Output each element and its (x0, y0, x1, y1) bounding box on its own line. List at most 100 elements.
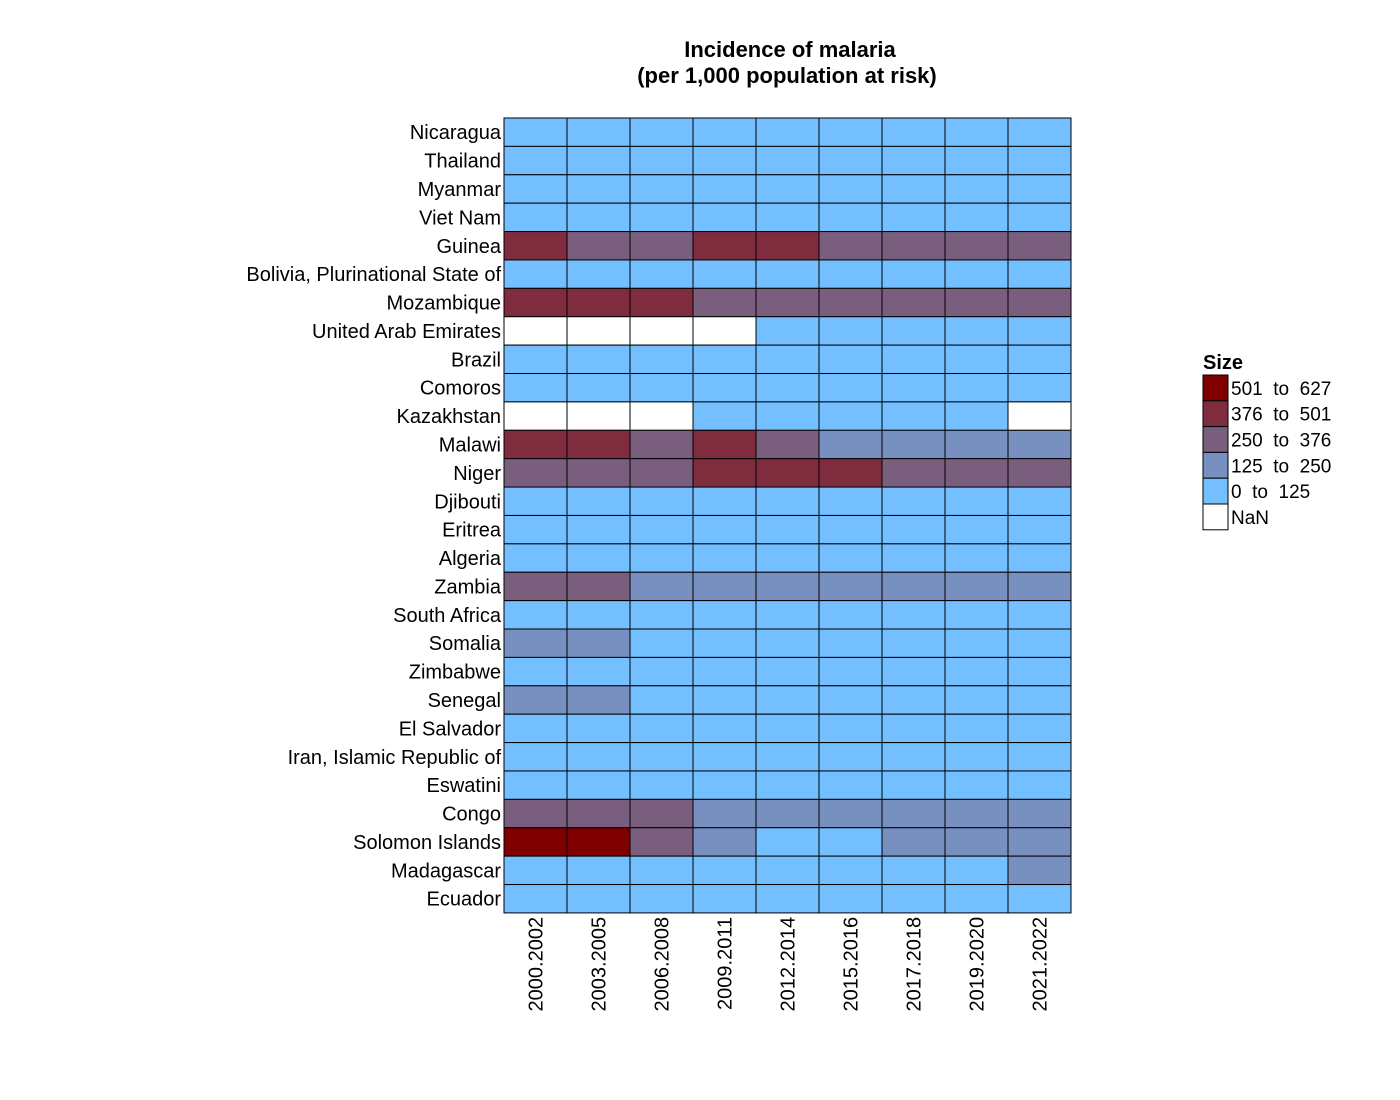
heatmap-cell (881, 344, 946, 375)
heatmap-cell (566, 344, 631, 375)
heatmap-cell (755, 742, 820, 772)
heatmap-cell (755, 429, 820, 460)
heatmap-cell (755, 713, 820, 744)
heatmap-cell (818, 174, 883, 204)
heatmap-cell (503, 742, 568, 772)
heatmap-cell (881, 600, 946, 630)
heatmap-cell (503, 571, 568, 602)
heatmap-cell (1007, 798, 1072, 829)
heatmap-cell (755, 316, 820, 346)
heatmap-cell (1007, 571, 1072, 602)
heatmap-cell (566, 259, 631, 289)
heatmap-cell (944, 401, 1009, 431)
heatmap-cell (755, 231, 820, 261)
column-label: 2021.2022 (1030, 917, 1052, 1012)
heatmap-cell (944, 656, 1009, 687)
row-label: Bolivia, Plurinational State of (246, 264, 501, 286)
heatmap-cell (881, 316, 946, 346)
heatmap-cell (818, 600, 883, 630)
heatmap-cell (566, 742, 631, 772)
heatmap-cell (1007, 514, 1072, 545)
row-label: Nicaragua (410, 122, 502, 144)
row-label: Congo (442, 804, 501, 826)
heatmap-cell (629, 145, 694, 176)
heatmap-cell (944, 287, 1009, 318)
heatmap-cell (566, 656, 631, 687)
heatmap-cell (692, 600, 757, 630)
heatmap-cell (692, 656, 757, 687)
heatmap-cell (944, 798, 1009, 829)
heatmap-cell (881, 571, 946, 602)
heatmap-cell (1007, 373, 1072, 403)
heatmap-cell (629, 259, 694, 289)
heatmap-cell (1007, 486, 1072, 516)
legend-label: 376 to 501 (1231, 405, 1331, 426)
heatmap-cell (818, 429, 883, 460)
row-label: Solomon Islands (353, 832, 501, 854)
heatmap-cell (818, 344, 883, 375)
row-label: Senegal (428, 690, 501, 712)
heatmap-cell (944, 259, 1009, 289)
heatmap-cell (755, 344, 820, 375)
heatmap-cell (818, 401, 883, 431)
row-label: Zambia (434, 576, 502, 598)
heatmap-cell (503, 884, 568, 914)
heatmap-cell (629, 117, 694, 147)
legend-swatch (1202, 503, 1229, 531)
heatmap-cell (566, 458, 631, 488)
heatmap-cell (881, 486, 946, 516)
legend-label: 501 to 627 (1231, 379, 1331, 400)
heatmap-cell (629, 287, 694, 318)
heatmap-cell (566, 571, 631, 602)
heatmap-cell (818, 884, 883, 914)
heatmap-cell (755, 514, 820, 545)
heatmap-cell (629, 543, 694, 573)
heatmap-cell (881, 259, 946, 289)
heatmap-cell (818, 827, 883, 857)
heatmap-cell (1007, 231, 1072, 261)
heatmap-cell (1007, 259, 1072, 289)
heatmap-cell (692, 884, 757, 914)
heatmap-cell (881, 884, 946, 914)
heatmap-cell (944, 202, 1009, 233)
heatmap-cell (629, 202, 694, 233)
legend-title: Size (1203, 352, 1243, 374)
heatmap-cell (818, 287, 883, 318)
heatmap-cell (881, 145, 946, 176)
heatmap-cell (818, 855, 883, 886)
row-label: Myanmar (418, 179, 502, 201)
heatmap-cell (818, 316, 883, 346)
heatmap-cell (944, 145, 1009, 176)
heatmap-cell (566, 543, 631, 573)
heatmap-cell (503, 145, 568, 176)
heatmap-cell (755, 628, 820, 658)
heatmap-cell (944, 514, 1009, 545)
heatmap-cell (692, 571, 757, 602)
heatmap-cell (692, 827, 757, 857)
column-label: 2017.2018 (904, 917, 926, 1012)
heatmap-cell (692, 855, 757, 886)
heatmap-cell (629, 231, 694, 261)
heatmap-cell (692, 145, 757, 176)
heatmap-cell (692, 287, 757, 318)
heatmap-cell (1007, 770, 1072, 800)
heatmap-cell (818, 713, 883, 744)
heatmap-cell (503, 401, 568, 431)
heatmap-cell (503, 174, 568, 204)
heatmap-cell (881, 231, 946, 261)
chart-title: Incidence of malaria (684, 37, 896, 62)
heatmap-cell (881, 174, 946, 204)
heatmap-cell (1007, 628, 1072, 658)
heatmap-cell (944, 685, 1009, 715)
heatmap-cell (692, 117, 757, 147)
heatmap-cell (503, 231, 568, 261)
heatmap-cell (629, 827, 694, 857)
heatmap-cell (503, 543, 568, 573)
heatmap-cell (629, 884, 694, 914)
heatmap-cell (629, 344, 694, 375)
heatmap-cell (1007, 713, 1072, 744)
heatmap-cell (818, 202, 883, 233)
heatmap-cell (944, 742, 1009, 772)
heatmap-cell (818, 742, 883, 772)
heatmap-cell (503, 373, 568, 403)
